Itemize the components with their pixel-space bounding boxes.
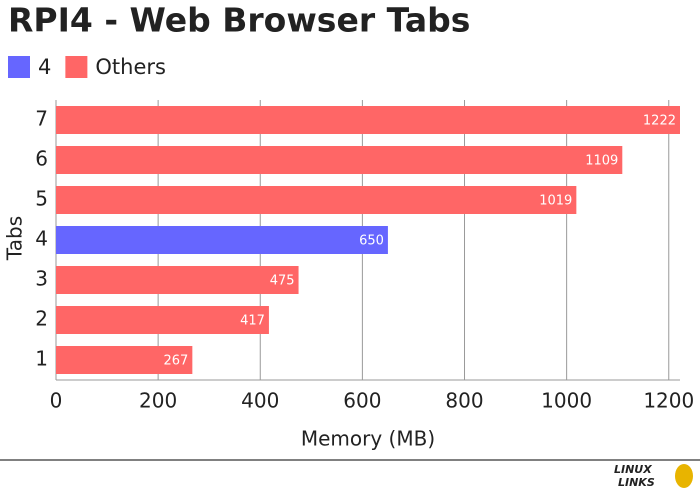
legend-swatch: [8, 56, 30, 78]
y-tick-label: 2: [35, 307, 48, 331]
chart-title: RPI4 - Web Browser Tabs: [8, 1, 470, 40]
data-label: 475: [270, 274, 295, 289]
y-tick-label: 3: [35, 267, 48, 291]
x-tick-label: 200: [139, 389, 177, 413]
bar: [56, 226, 388, 254]
y-tick-label: 6: [35, 147, 48, 171]
bar: [56, 146, 623, 174]
x-tick-label: 400: [241, 389, 279, 413]
y-tick-label: 5: [35, 187, 48, 211]
logo-text: LINKS: [618, 476, 655, 489]
data-label: 650: [359, 234, 384, 249]
y-tick-label: 4: [35, 227, 48, 251]
bar: [56, 186, 577, 214]
logo-icon: [675, 464, 693, 488]
x-axis-title: Memory (MB): [301, 427, 435, 451]
logo-text: LINUX: [614, 463, 652, 476]
data-label: 267: [164, 354, 189, 369]
y-axis-title: Tabs: [3, 216, 27, 261]
data-label: 1019: [539, 194, 572, 209]
x-tick-label: 600: [343, 389, 381, 413]
y-tick-label: 7: [35, 107, 48, 131]
data-label: 1109: [585, 154, 618, 169]
bar: [56, 106, 680, 134]
x-tick-label: 1000: [541, 389, 592, 413]
bar: [56, 306, 269, 334]
bar: [56, 266, 299, 294]
y-tick-label: 1: [35, 347, 48, 371]
data-label: 1222: [643, 114, 676, 129]
x-tick-label: 0: [50, 389, 63, 413]
legend-swatch: [65, 56, 88, 78]
legend-label: Others: [95, 55, 166, 79]
x-tick-label: 800: [445, 389, 483, 413]
bar: [56, 346, 193, 374]
data-label: 417: [240, 314, 265, 329]
x-tick-label: 1200: [643, 389, 694, 413]
legend-label: 4: [38, 55, 51, 79]
logo: LINUX LINKS: [614, 463, 693, 489]
